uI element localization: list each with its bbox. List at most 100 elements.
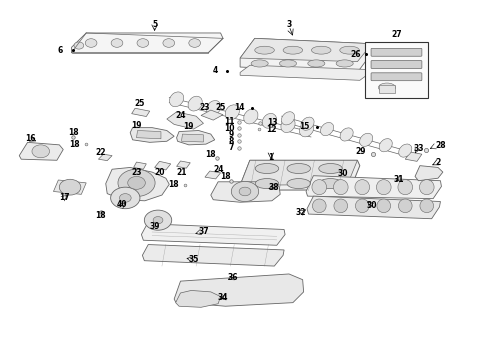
Text: 36: 36 — [227, 273, 238, 282]
Text: 34: 34 — [218, 293, 228, 302]
Ellipse shape — [244, 109, 258, 124]
Text: 18: 18 — [220, 172, 231, 181]
Polygon shape — [307, 196, 441, 219]
Ellipse shape — [333, 180, 348, 195]
Circle shape — [111, 187, 140, 209]
Polygon shape — [240, 65, 369, 80]
Text: 25: 25 — [216, 103, 226, 112]
Text: 33: 33 — [413, 144, 424, 153]
Polygon shape — [205, 171, 220, 179]
Text: 19: 19 — [184, 122, 194, 131]
Text: 18: 18 — [205, 150, 216, 159]
Text: 29: 29 — [356, 147, 366, 156]
FancyBboxPatch shape — [371, 73, 422, 81]
Text: 23: 23 — [200, 103, 210, 112]
Ellipse shape — [225, 105, 240, 120]
Ellipse shape — [308, 60, 325, 67]
Text: 30: 30 — [338, 169, 348, 178]
Text: 40: 40 — [117, 200, 127, 209]
Text: 31: 31 — [393, 175, 404, 184]
Text: 4: 4 — [213, 66, 218, 75]
Text: 23: 23 — [131, 168, 142, 177]
Text: 21: 21 — [176, 168, 187, 177]
Ellipse shape — [312, 180, 327, 195]
Ellipse shape — [299, 122, 314, 137]
Text: 38: 38 — [268, 183, 279, 192]
Text: 30: 30 — [367, 201, 377, 210]
Ellipse shape — [340, 46, 359, 54]
Polygon shape — [176, 161, 190, 168]
Polygon shape — [143, 244, 284, 266]
Polygon shape — [175, 291, 220, 307]
Text: 24: 24 — [213, 165, 223, 174]
Polygon shape — [19, 142, 63, 160]
Polygon shape — [176, 131, 215, 145]
Ellipse shape — [399, 144, 412, 157]
Text: 5: 5 — [152, 19, 157, 28]
Ellipse shape — [255, 179, 279, 189]
Ellipse shape — [376, 180, 391, 195]
Polygon shape — [240, 39, 372, 62]
Ellipse shape — [312, 46, 331, 54]
Polygon shape — [306, 176, 441, 199]
Polygon shape — [240, 39, 372, 72]
Text: 10: 10 — [224, 124, 234, 133]
Ellipse shape — [255, 163, 279, 174]
Ellipse shape — [170, 92, 184, 107]
Ellipse shape — [398, 180, 413, 195]
Ellipse shape — [398, 199, 412, 213]
Circle shape — [128, 176, 146, 189]
Ellipse shape — [188, 96, 202, 111]
Ellipse shape — [420, 199, 434, 213]
Text: 8: 8 — [229, 137, 234, 146]
Ellipse shape — [360, 133, 373, 147]
Text: 26: 26 — [350, 50, 361, 59]
Circle shape — [85, 39, 97, 47]
Circle shape — [118, 169, 155, 197]
Text: 20: 20 — [154, 168, 165, 177]
Text: 6: 6 — [58, 46, 63, 55]
Text: 19: 19 — [131, 121, 142, 130]
Polygon shape — [155, 161, 171, 170]
Text: 3: 3 — [286, 19, 292, 28]
Polygon shape — [211, 182, 280, 202]
Ellipse shape — [283, 46, 303, 54]
Ellipse shape — [355, 180, 369, 195]
Text: 32: 32 — [296, 208, 306, 217]
Text: 9: 9 — [229, 130, 234, 139]
Ellipse shape — [287, 163, 311, 174]
Polygon shape — [137, 131, 161, 139]
Ellipse shape — [313, 199, 326, 213]
Text: 12: 12 — [266, 125, 276, 134]
Ellipse shape — [255, 46, 274, 54]
Ellipse shape — [340, 128, 353, 141]
Text: 28: 28 — [436, 141, 446, 150]
Ellipse shape — [319, 163, 342, 174]
Text: 13: 13 — [267, 118, 277, 127]
Polygon shape — [72, 33, 223, 53]
Polygon shape — [53, 180, 86, 194]
Text: 25: 25 — [135, 99, 145, 108]
Polygon shape — [405, 152, 422, 161]
FancyBboxPatch shape — [371, 60, 422, 68]
Text: 18: 18 — [96, 211, 106, 220]
Circle shape — [74, 42, 84, 49]
Ellipse shape — [207, 100, 221, 115]
Circle shape — [153, 217, 163, 224]
Polygon shape — [106, 167, 169, 201]
Text: 35: 35 — [189, 255, 199, 264]
Ellipse shape — [419, 180, 434, 195]
Polygon shape — [181, 134, 203, 142]
Text: 1: 1 — [268, 153, 273, 162]
Circle shape — [231, 181, 259, 202]
Circle shape — [239, 187, 251, 196]
Ellipse shape — [377, 199, 391, 213]
Circle shape — [120, 194, 131, 202]
Text: 17: 17 — [59, 193, 70, 202]
Bar — [365, 42, 428, 98]
Text: 16: 16 — [25, 134, 35, 143]
Polygon shape — [130, 128, 174, 142]
Polygon shape — [167, 112, 203, 129]
Polygon shape — [134, 162, 147, 169]
Ellipse shape — [279, 60, 296, 67]
